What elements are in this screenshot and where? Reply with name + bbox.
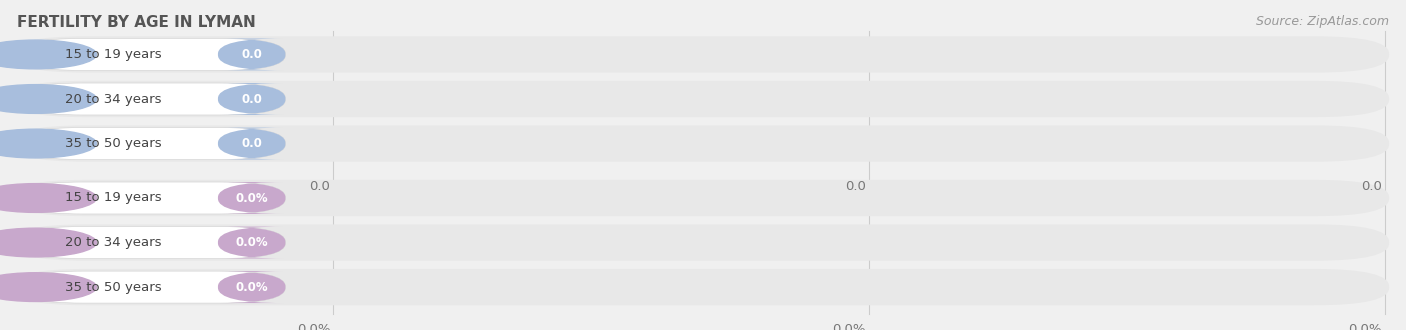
- Text: 0.0%: 0.0%: [1348, 323, 1382, 330]
- Text: 0.0: 0.0: [242, 92, 262, 106]
- Circle shape: [0, 183, 97, 213]
- Circle shape: [0, 129, 97, 158]
- Text: 20 to 34 years: 20 to 34 years: [65, 236, 162, 249]
- Text: 20 to 34 years: 20 to 34 years: [65, 92, 162, 106]
- Text: 15 to 19 years: 15 to 19 years: [65, 191, 162, 205]
- FancyBboxPatch shape: [17, 83, 285, 115]
- FancyBboxPatch shape: [218, 83, 285, 115]
- FancyBboxPatch shape: [11, 224, 1389, 261]
- FancyBboxPatch shape: [11, 269, 1389, 305]
- Text: 35 to 50 years: 35 to 50 years: [65, 280, 162, 294]
- Text: 0.0%: 0.0%: [832, 323, 866, 330]
- Text: 15 to 19 years: 15 to 19 years: [65, 48, 162, 61]
- Text: 0.0%: 0.0%: [235, 191, 269, 205]
- Text: FERTILITY BY AGE IN LYMAN: FERTILITY BY AGE IN LYMAN: [17, 15, 256, 30]
- FancyBboxPatch shape: [17, 128, 285, 159]
- FancyBboxPatch shape: [218, 128, 285, 159]
- FancyBboxPatch shape: [11, 81, 1389, 117]
- Text: 0.0: 0.0: [242, 137, 262, 150]
- FancyBboxPatch shape: [218, 271, 285, 303]
- FancyBboxPatch shape: [17, 182, 285, 214]
- Text: 0.0%: 0.0%: [297, 323, 330, 330]
- Circle shape: [0, 228, 97, 257]
- Text: 0.0: 0.0: [309, 180, 330, 193]
- Text: 0.0: 0.0: [1361, 180, 1382, 193]
- FancyBboxPatch shape: [11, 36, 1389, 73]
- FancyBboxPatch shape: [218, 227, 285, 258]
- Text: Source: ZipAtlas.com: Source: ZipAtlas.com: [1256, 15, 1389, 28]
- FancyBboxPatch shape: [11, 125, 1389, 162]
- Circle shape: [0, 273, 97, 302]
- Text: 0.0: 0.0: [242, 48, 262, 61]
- FancyBboxPatch shape: [11, 180, 1389, 216]
- Text: 0.0%: 0.0%: [235, 280, 269, 294]
- FancyBboxPatch shape: [17, 271, 285, 303]
- Text: 35 to 50 years: 35 to 50 years: [65, 137, 162, 150]
- Circle shape: [0, 84, 97, 114]
- Text: 0.0: 0.0: [845, 180, 866, 193]
- FancyBboxPatch shape: [17, 227, 285, 258]
- FancyBboxPatch shape: [218, 39, 285, 70]
- Circle shape: [0, 40, 97, 69]
- FancyBboxPatch shape: [17, 39, 285, 70]
- FancyBboxPatch shape: [218, 182, 285, 214]
- Text: 0.0%: 0.0%: [235, 236, 269, 249]
